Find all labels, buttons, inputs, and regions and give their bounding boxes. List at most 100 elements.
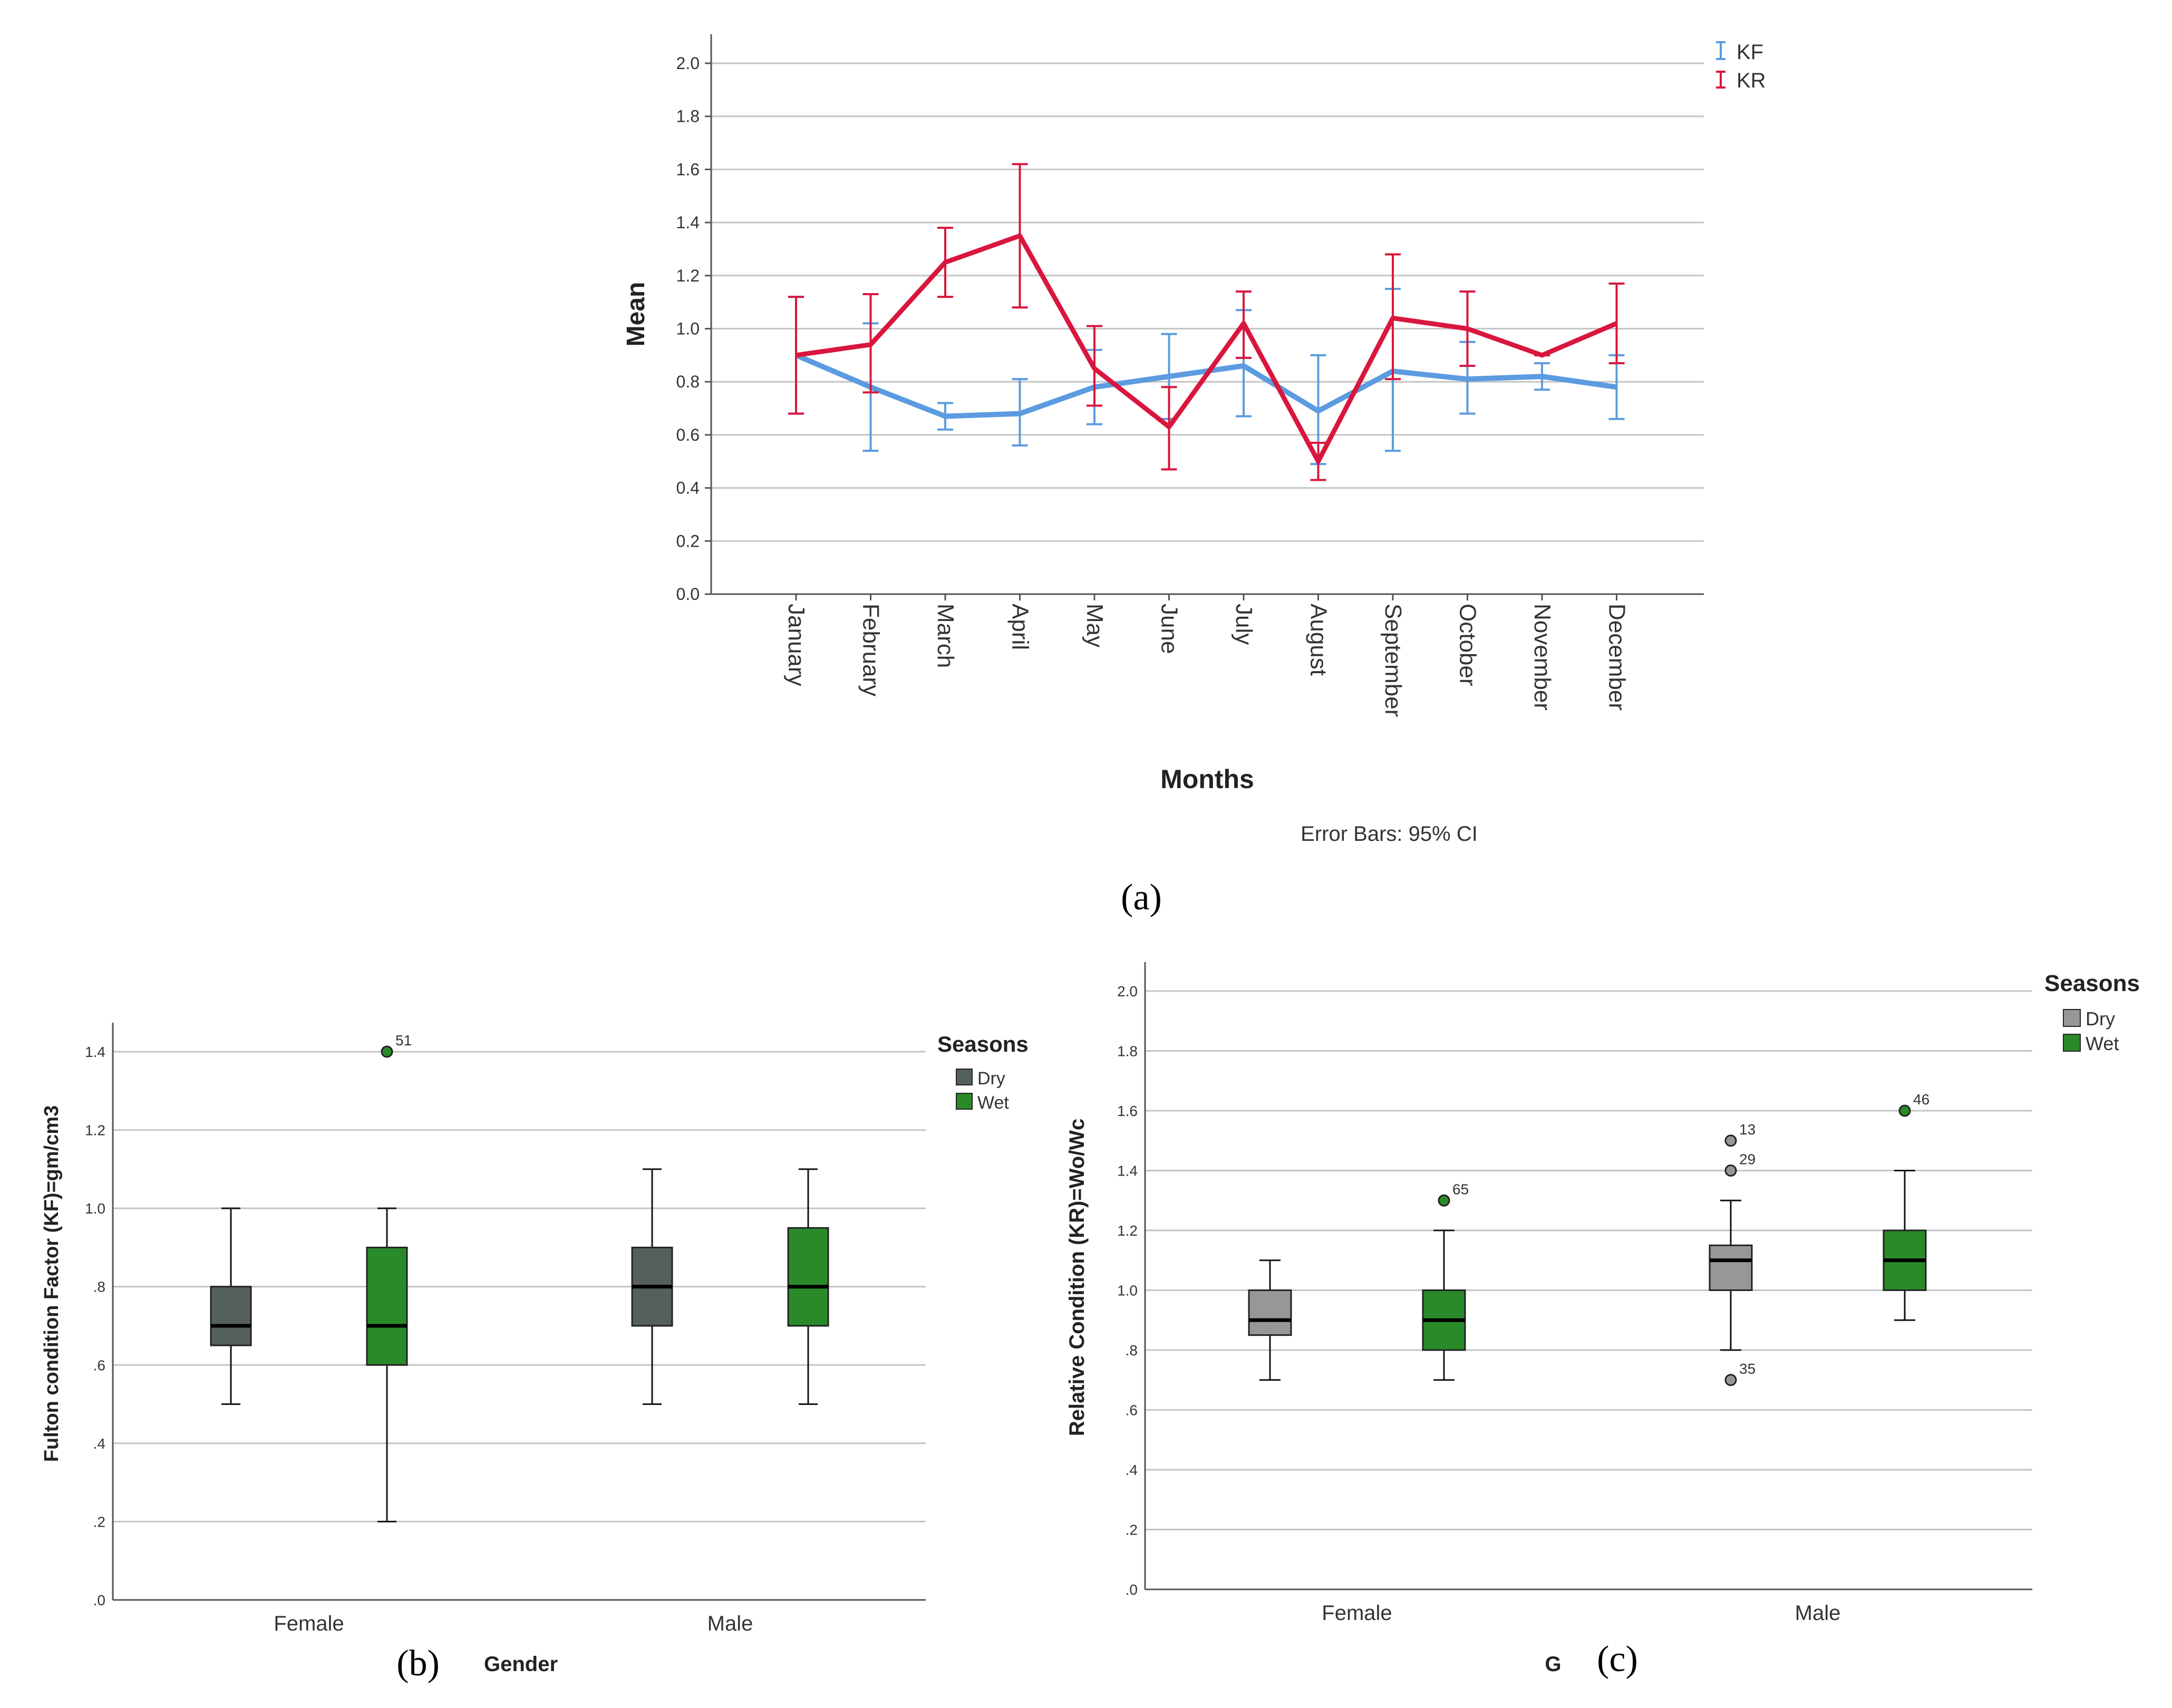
c-y-ticks: .0 .2 .4 .6 .8 1.0 1.2 1.4 1.6 1.8 2.0 (1117, 983, 1138, 1598)
a-y-ticks: 0.0 0.2 0.4 0.6 0.8 1.0 1.2 1.4 1.6 1.8 2.0 (676, 54, 711, 604)
b-legend-title: Seasons (937, 1032, 1029, 1056)
b-y-tick-label: .0 (93, 1592, 105, 1608)
a-x-tick-label: March (933, 604, 958, 668)
outlier-label: 13 (1739, 1121, 1756, 1138)
a-errorbar-kr (1608, 282, 1625, 364)
c-y-tick-label: .8 (1126, 1342, 1138, 1358)
a-y-tick-label: 2.0 (676, 54, 700, 73)
outlier-label: 46 (1913, 1091, 1929, 1108)
c-y-tick-label: 2.0 (1117, 983, 1138, 999)
b-legend: Seasons Dry Wet (937, 1032, 1029, 1113)
b-legend-dry-label: Dry (977, 1069, 1005, 1089)
outlier-label: 51 (395, 1032, 412, 1049)
a-x-tick-label: June (1157, 604, 1182, 654)
a-line-kr (796, 233, 1618, 464)
box-iqr (1709, 1244, 1753, 1291)
c-gridlines (1145, 990, 2032, 1530)
a-error-bars-note: Error Bars: 95% CI (1301, 822, 1478, 846)
b-y-tick-label: 1.0 (85, 1200, 105, 1217)
b-y-ticks: .0 .2 .4 .6 .8 1.0 1.2 1.4 (85, 1044, 105, 1608)
a-y-tick-label: 1.4 (676, 213, 700, 232)
a-y-tick-label: 0.6 (676, 425, 700, 444)
box-iqr (210, 1286, 252, 1346)
b-legend-wet-label: Wet (977, 1093, 1009, 1113)
a-errorbar-kr (937, 227, 953, 298)
a-x-axis-title: Months (1160, 764, 1254, 794)
c-legend-title: Seasons (2044, 971, 2140, 996)
b-box-female-wet: 51 (366, 1032, 412, 1522)
a-errorbar-kr (788, 296, 804, 415)
b-legend-dry-swatch (956, 1069, 973, 1085)
a-x-tick-label: August (1306, 604, 1332, 676)
c-y-tick-label: 1.2 (1117, 1222, 1138, 1239)
a-errorbar-kf (1012, 378, 1028, 447)
a-series-kr (788, 163, 1625, 481)
panel-label-c: (c) (1597, 1639, 1638, 1680)
outlier-label: 29 (1739, 1151, 1756, 1168)
a-line-kf (795, 353, 1617, 419)
a-x-tick-label: December (1604, 604, 1630, 711)
outlier-point (1724, 1134, 1737, 1147)
outlier-label: 65 (1452, 1181, 1469, 1197)
c-box-female-dry (1248, 1259, 1292, 1381)
panel-b: .0 .2 .4 .6 .8 1.0 1.2 1.4 Female Male 51 Fulton… (41, 1023, 1029, 1684)
legend-kf-label: KF (1737, 41, 1763, 64)
a-x-tick-label: April (1007, 604, 1033, 650)
box-iqr (787, 1227, 829, 1327)
b-x-tick-label: Male (707, 1612, 753, 1635)
a-errorbar-kr (1459, 290, 1476, 367)
a-errorbar-kf (937, 402, 953, 431)
c-box-male-wet: 46 (1883, 1091, 1929, 1321)
a-y-tick-label: 0.2 (676, 531, 700, 550)
b-x-ticks: Female Male (274, 1612, 753, 1635)
a-x-tick-label: November (1529, 604, 1555, 711)
panel-label-a: (a) (1121, 877, 1162, 918)
c-x-ticks: Female Male (1322, 1602, 1840, 1625)
b-boxes: 51 (210, 1032, 829, 1522)
a-y-tick-label: 1.6 (676, 160, 700, 179)
c-y-tick-label: 1.8 (1117, 1043, 1138, 1060)
c-y-tick-label: 1.0 (1117, 1283, 1138, 1299)
a-x-tick-label: October (1455, 604, 1481, 686)
c-box-male-dry: 13 29 35 (1709, 1121, 1756, 1386)
c-y-axis-title: Relative Condition (KR)=Wo/Wc (1065, 1119, 1089, 1437)
a-legend: KF KR (1716, 41, 1766, 92)
c-legend-wet-label: Wet (2086, 1033, 2119, 1054)
c-box-female-wet: 65 (1422, 1181, 1469, 1381)
a-y-tick-label: 0.8 (676, 372, 700, 391)
b-y-tick-label: .6 (93, 1357, 105, 1373)
panel-a: 0.0 0.2 0.4 0.6 0.8 1.0 1.2 1.4 1.6 1.8 2.0 Januar… (622, 34, 1766, 918)
b-y-tick-label: 1.2 (85, 1122, 105, 1139)
a-y-tick-label: 1.0 (676, 319, 700, 338)
outlier-point (1898, 1104, 1911, 1117)
b-y-axis-title: Fulton condition Factor (KF)=gm/cm3 (41, 1105, 63, 1462)
c-legend: Seasons Dry Wet (2044, 971, 2140, 1054)
a-x-tick-label: May (1082, 604, 1108, 647)
b-gridlines (113, 1051, 926, 1522)
c-legend-dry-label: Dry (2086, 1008, 2115, 1030)
c-legend-wet-swatch (2063, 1034, 2081, 1052)
b-box-male-dry (631, 1168, 673, 1405)
outlier-point (381, 1045, 393, 1058)
a-x-ticks: January February March April May June July Augu… (783, 594, 1630, 717)
box-iqr (366, 1246, 408, 1366)
panel-label-b: (b) (396, 1643, 440, 1684)
a-errorbar-kr (1012, 163, 1028, 309)
a-x-tick-label: January (783, 604, 809, 686)
panel-c: .0.2.4.6.81.01.21.41.61.82.0 Female Male … (1065, 962, 2140, 1680)
outlier-point (1438, 1194, 1450, 1207)
a-gridlines (711, 62, 1704, 542)
a-errorbar-kr (1310, 442, 1326, 481)
legend-kr-label: KR (1737, 69, 1766, 92)
c-y-tick-label: 1.6 (1117, 1103, 1138, 1119)
outlier-label: 35 (1739, 1361, 1756, 1377)
a-series (788, 163, 1625, 481)
a-errorbar-kr (1161, 386, 1177, 471)
c-x-tick-label: Male (1795, 1602, 1841, 1625)
c-y-tick-label: .6 (1126, 1402, 1138, 1419)
legend-kf-marker (1716, 41, 1725, 60)
b-x-axis-title: Gender (484, 1653, 558, 1676)
a-errorbar-kf (1534, 362, 1550, 391)
b-x-tick-label: Female (274, 1612, 344, 1635)
